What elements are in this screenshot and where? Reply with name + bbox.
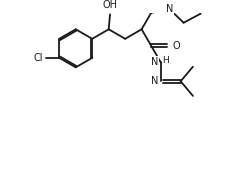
Text: N: N	[150, 76, 158, 86]
Text: O: O	[173, 41, 180, 51]
Text: Cl: Cl	[34, 53, 43, 63]
Text: N: N	[166, 4, 173, 14]
Text: OH: OH	[102, 0, 118, 10]
Text: H: H	[162, 56, 168, 65]
Text: N: N	[150, 57, 158, 67]
Text: N: N	[166, 4, 173, 14]
